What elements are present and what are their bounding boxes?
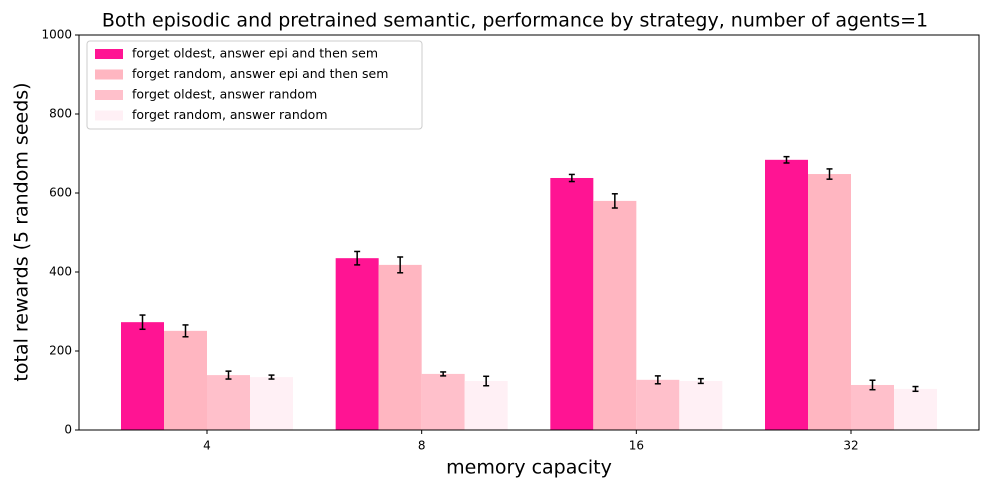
legend-swatch: [95, 90, 123, 100]
error-bar: [568, 173, 575, 183]
error-bar: [697, 377, 704, 385]
error-bar: [182, 324, 189, 338]
bar: [894, 388, 937, 430]
error-bar: [440, 371, 447, 377]
x-tick-label: 8: [418, 439, 426, 453]
error-bar: [225, 370, 232, 380]
x-tick-label: 16: [629, 439, 644, 453]
legend-label: forget random, answer random: [132, 107, 328, 122]
y-tick-label: 800: [49, 107, 72, 121]
y-axis-label: total rewards (5 random seeds): [11, 82, 33, 381]
error-bar: [139, 314, 146, 331]
bar: [851, 384, 894, 430]
error-bar: [783, 155, 790, 164]
bar: [121, 322, 164, 430]
bar: [679, 381, 723, 430]
bar: [207, 375, 250, 430]
error-bar: [826, 168, 833, 180]
bar: [765, 159, 808, 430]
bar: [593, 200, 637, 430]
bar: [421, 373, 465, 430]
bar: [636, 379, 680, 430]
bar: [808, 174, 851, 430]
error-bar: [483, 375, 490, 387]
error-bar: [354, 250, 361, 266]
bar: [250, 377, 293, 430]
bar: [464, 381, 508, 430]
y-tick-label: 0: [64, 423, 72, 437]
x-axis-label: memory capacity: [446, 457, 612, 479]
legend-swatch: [95, 69, 123, 80]
error-bar: [869, 379, 876, 391]
plot-frame: [78, 34, 980, 431]
legend-swatch: [95, 49, 123, 59]
legend-label: forget oldest, answer epi and then sem: [132, 46, 378, 61]
y-tick-label: 400: [49, 265, 72, 279]
legend-label: forget random, answer epi and then sem: [132, 66, 388, 81]
error-bar: [654, 375, 661, 385]
error-bar: [397, 256, 404, 274]
error-bar: [912, 385, 919, 393]
chart-title: Both episodic and pretrained semantic, p…: [102, 10, 928, 32]
y-tick-label: 1000: [41, 28, 72, 42]
x-tick-label: 4: [203, 439, 211, 453]
error-bar: [611, 193, 618, 209]
bar: [164, 330, 207, 430]
y-tick-label: 200: [49, 344, 72, 358]
error-bar: [268, 374, 275, 380]
bar: [378, 264, 422, 430]
bar: [335, 258, 379, 430]
x-tick-label: 32: [843, 439, 858, 453]
legend-box: [86, 40, 423, 130]
bar: [550, 177, 594, 430]
legend-swatch: [95, 110, 123, 121]
y-tick-label: 600: [49, 186, 72, 200]
legend-label: forget oldest, answer random: [132, 87, 317, 102]
